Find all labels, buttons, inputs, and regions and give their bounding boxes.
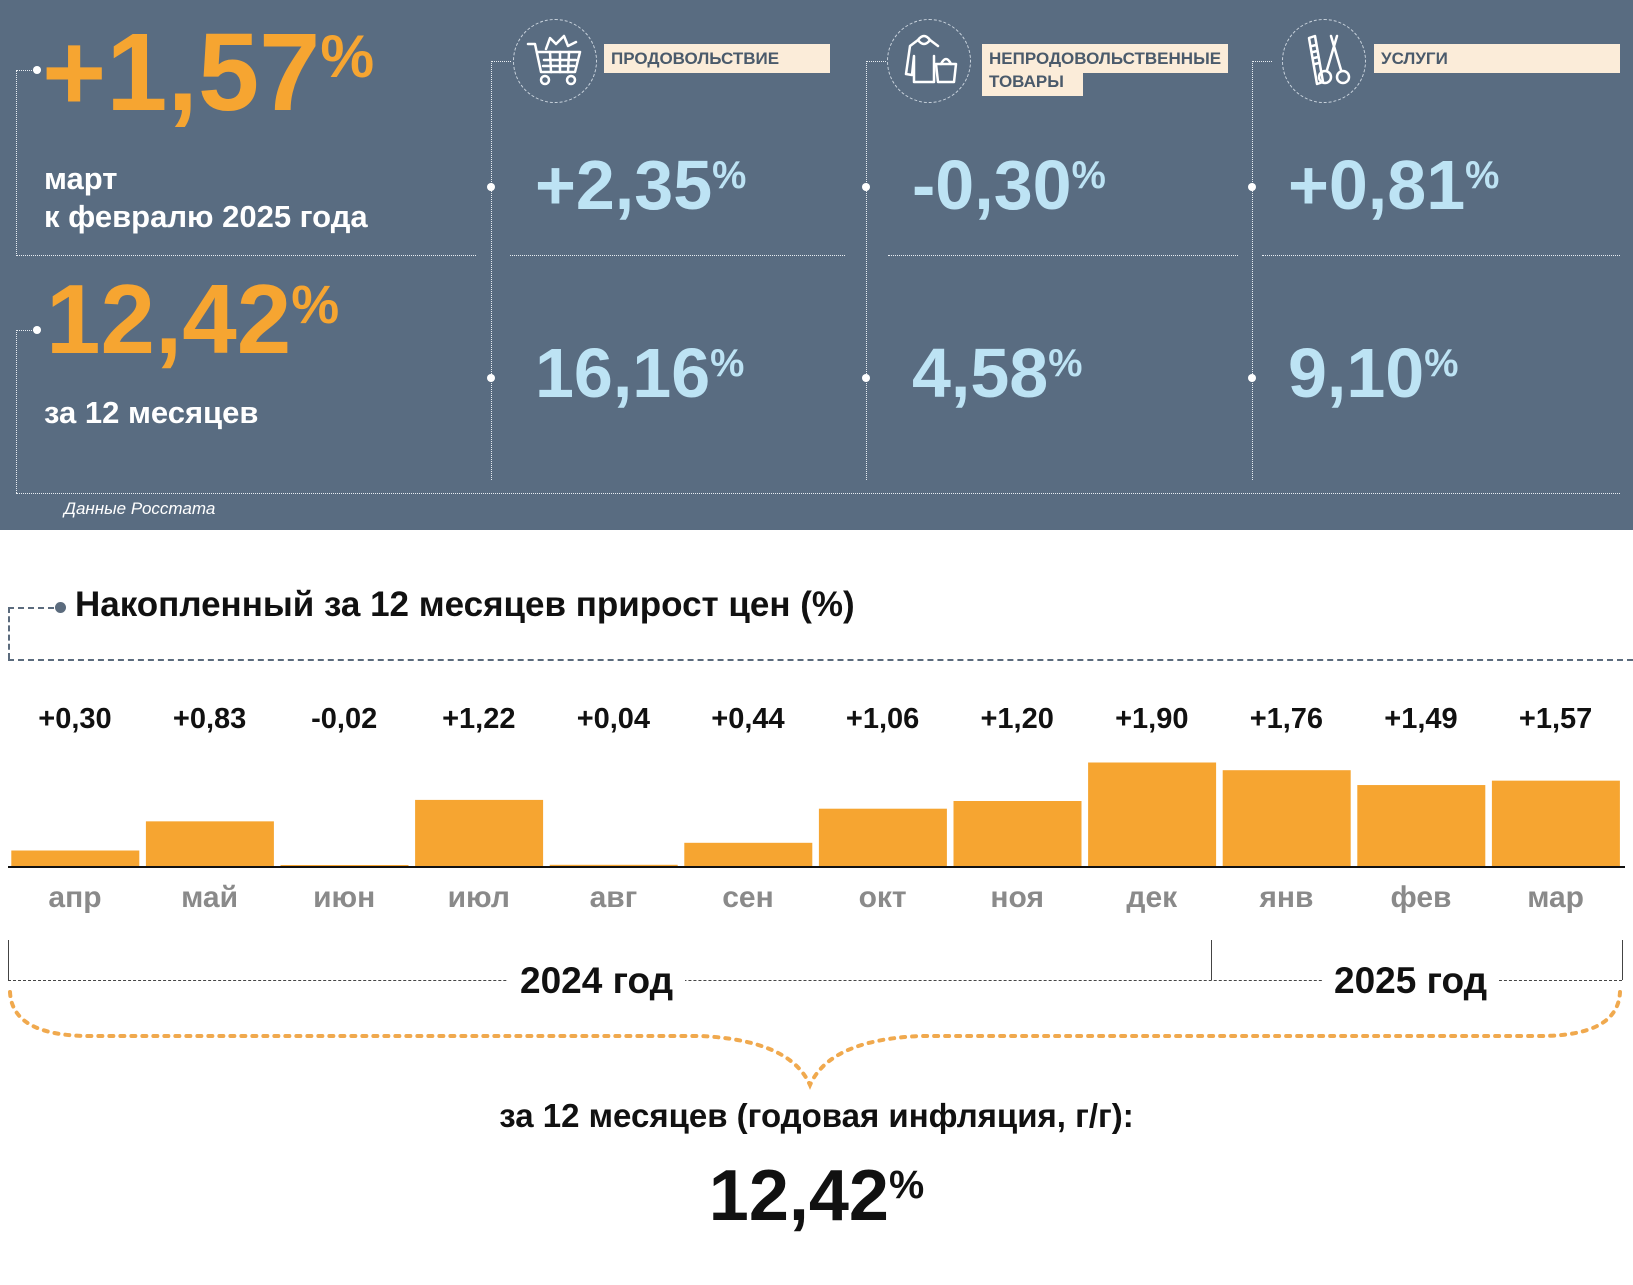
bar-фев	[1357, 785, 1486, 867]
bullet-dot	[33, 326, 41, 334]
category-label-food: ПРОДОВОЛЬСТВИЕ	[604, 44, 830, 73]
food-annual-value: 16,16%	[535, 334, 745, 412]
month-label: дек	[1126, 881, 1178, 914]
annual-inflation-label: за 12 месяцев (годовая инфляция, г/г):	[499, 1097, 1134, 1134]
bar-value-label: +1,22	[442, 703, 516, 735]
year-label-2024: 2024 год	[508, 960, 686, 1002]
annual-inflation-value: 12,42%	[46, 264, 340, 374]
bar-окт	[818, 808, 947, 867]
shopping-cart-icon	[513, 19, 597, 103]
nonfood-monthly-value: -0,30%	[912, 146, 1106, 224]
clothing-bag-icon	[887, 19, 971, 103]
month-label: фев	[1390, 881, 1452, 914]
month-label: янв	[1259, 881, 1314, 914]
services-monthly-value: +0,81%	[1288, 146, 1500, 224]
bar-сен	[684, 842, 813, 867]
monthly-label: март к февралю 2025 года	[44, 161, 368, 234]
bullet-dot	[1248, 183, 1256, 191]
connector	[491, 61, 511, 62]
category-label-nonfood-line2: ТОВАРЫ	[982, 67, 1083, 96]
divider	[866, 61, 867, 480]
bar-value-label: +0,83	[172, 703, 247, 735]
annual-inflation-total: 12,42%	[708, 1156, 925, 1236]
bar-value-label: +1,06	[845, 703, 920, 735]
bar-value-label: +0,30	[38, 703, 112, 735]
bar-value-label: +1,90	[1115, 703, 1189, 735]
month-label: июл	[447, 881, 510, 914]
nonfood-annual-value: 4,58%	[912, 334, 1083, 412]
month-label: апр	[48, 881, 102, 914]
connector	[1252, 61, 1272, 62]
bar-value-label: +1,76	[1249, 703, 1324, 735]
connector	[866, 61, 886, 62]
bar-value-label: +1,49	[1384, 703, 1458, 735]
divider	[16, 493, 1620, 494]
bullet-dot	[487, 183, 495, 191]
month-label: май	[181, 881, 239, 914]
bar-янв	[1222, 770, 1351, 867]
month-label: ноя	[990, 881, 1044, 914]
bar-value-label: +0,04	[576, 703, 651, 735]
divider	[16, 330, 17, 493]
month-label: июн	[313, 881, 376, 914]
bullet-dot	[862, 374, 870, 382]
food-monthly-value: +2,35%	[535, 146, 747, 224]
bar-chart	[8, 762, 1625, 868]
monthly-inflation-value: +1,57%	[42, 11, 375, 134]
connector	[16, 330, 36, 331]
bullet-dot	[33, 66, 41, 74]
bar-мар	[1491, 780, 1620, 867]
divider	[1262, 255, 1620, 256]
divider	[1252, 61, 1253, 480]
month-label: окт	[858, 881, 907, 914]
year-label-2025: 2025 год	[1322, 960, 1500, 1002]
bar-value-label: -0,02	[311, 703, 378, 735]
bar-ноя	[953, 801, 1082, 867]
divider	[16, 70, 17, 256]
month-label: авг	[589, 881, 638, 914]
bullet-dot	[862, 183, 870, 191]
source-note: Данные Росстата	[64, 499, 216, 518]
scissors-comb-icon	[1282, 19, 1366, 103]
bar-авг	[549, 864, 678, 867]
services-annual-value: 9,10%	[1288, 334, 1459, 412]
divider	[888, 255, 1238, 256]
bullet-dot	[1248, 374, 1256, 382]
divider	[16, 255, 476, 256]
bar-дек	[1088, 762, 1217, 867]
month-label: сен	[722, 881, 774, 914]
bar-июл	[415, 799, 544, 867]
bar-апр	[11, 850, 140, 867]
annual-label: за 12 месяцев	[44, 395, 259, 430]
title-bullet-dot	[55, 602, 66, 613]
summary-panel: +1,57% март к февралю 2025 года 12,42% за…	[0, 0, 1633, 530]
divider	[510, 255, 845, 256]
bullet-dot	[487, 374, 495, 382]
bar-value-label: +0,44	[711, 703, 785, 735]
bar-value-label: +1,57	[1518, 703, 1593, 735]
divider	[491, 61, 492, 480]
category-label-services: УСЛУГИ	[1374, 44, 1620, 73]
connector	[16, 70, 36, 71]
bar-value-label: +1,20	[980, 703, 1054, 735]
chart-title: Накопленный за 12 месяцев прирост цен (%…	[75, 585, 855, 624]
bar-май	[145, 821, 274, 867]
month-label: мар	[1527, 881, 1584, 914]
